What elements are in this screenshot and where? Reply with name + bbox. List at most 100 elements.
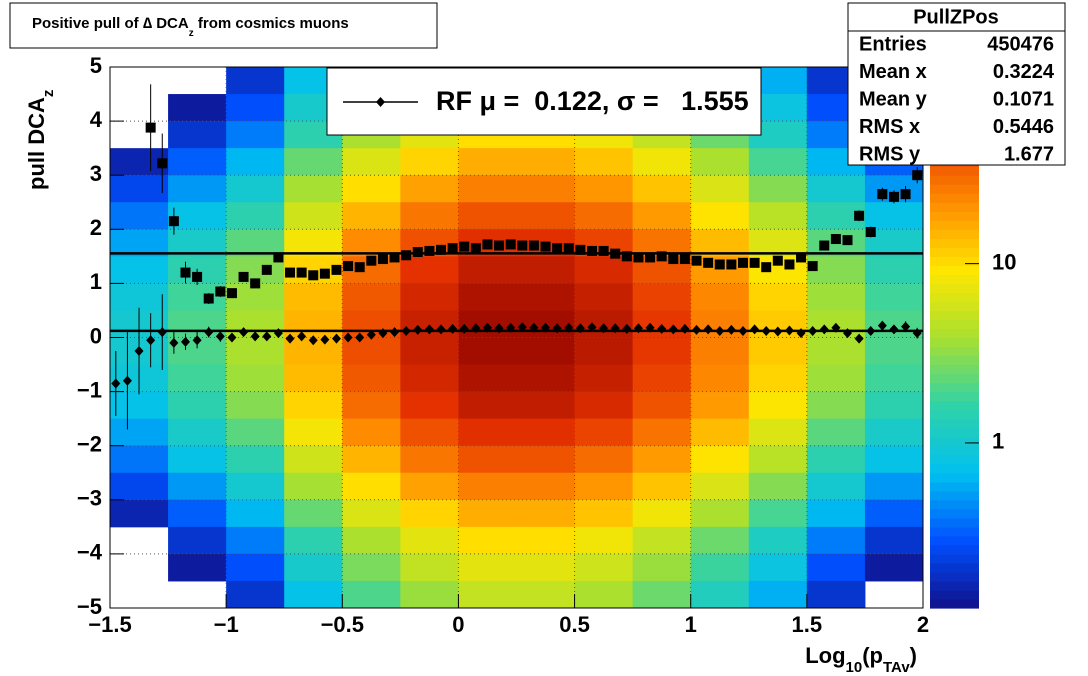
heat-cell: [226, 121, 285, 149]
heat-cell: [458, 580, 517, 609]
heat-cell: [168, 121, 227, 149]
heat-cell: [632, 391, 692, 420]
diamond-marker: [343, 332, 353, 343]
y-tick-label: 4: [90, 107, 103, 132]
heat-cell: [632, 472, 692, 501]
heat-cell: [458, 364, 517, 393]
colorbar-segment: [930, 238, 979, 248]
diamond-marker: [784, 325, 794, 336]
heat-cell: [690, 391, 750, 420]
heat-cell: [458, 499, 517, 528]
square-marker: [714, 259, 725, 270]
square-marker: [888, 191, 899, 202]
diamond-marker: [122, 375, 132, 386]
heat-cell: [632, 283, 692, 311]
heat-cell: [458, 202, 517, 230]
heat-cell: [226, 526, 285, 555]
square-marker: [726, 259, 737, 270]
diamond-marker: [843, 328, 853, 339]
x-tick-label: 2: [917, 612, 929, 637]
square-marker: [621, 251, 632, 262]
colorbar-segment: [930, 166, 979, 176]
square-marker: [203, 293, 214, 304]
heat-cell: [748, 148, 808, 176]
stats-rows: Entries 450476 Mean x 0.3224 Mean y 0.1071 RMS…: [859, 33, 1055, 165]
heat-cell: [516, 148, 576, 176]
diamond-marker: [297, 331, 307, 342]
heat-cell: [806, 526, 866, 555]
heat-cell: [574, 175, 634, 203]
square-marker: [749, 257, 760, 268]
square-marker: [668, 254, 679, 265]
heat-cell: [342, 472, 401, 501]
square-marker: [366, 255, 377, 266]
colorbar-segment: [930, 517, 979, 528]
colorbar-segment: [930, 526, 979, 537]
heat-cell: [342, 148, 401, 176]
heat-cell: [400, 499, 459, 528]
heat-cell: [574, 526, 634, 555]
z-tick-label: 1: [992, 429, 1004, 454]
heat-cell: [748, 418, 808, 447]
heat-cell: [284, 202, 343, 230]
heat-cell: [574, 364, 634, 393]
diamond-marker: [610, 323, 620, 334]
heat-cell: [806, 445, 866, 474]
heat-cell: [690, 553, 750, 582]
y-tick-label: 2: [90, 215, 102, 240]
heat-cell: [574, 337, 634, 366]
heat-cell: [516, 553, 576, 582]
heat-cell: [864, 283, 924, 311]
diamond-marker: [192, 335, 202, 346]
heat-cell: [864, 391, 924, 420]
colorbar-segment: [930, 409, 979, 420]
diamond-marker: [180, 336, 190, 347]
square-marker: [854, 210, 865, 221]
heat-cell: [400, 364, 459, 393]
diamond-marker: [866, 326, 876, 337]
legend-marker: [376, 97, 385, 107]
colorbar-segment: [930, 184, 979, 194]
heat-cell: [226, 472, 285, 501]
heat-cell: [284, 310, 343, 338]
heat-cell: [516, 472, 576, 501]
heat-cell: [864, 553, 924, 582]
square-marker: [238, 271, 249, 282]
heat-cell: [806, 283, 866, 311]
overlay: −1.5 −1 −0.5 0 0.5 1 1.5 2 −5 −4 −3 −2 −1 0 1 2 3 4 5: [77, 53, 929, 637]
stats-box: [847, 2, 1066, 166]
square-marker: [563, 243, 574, 254]
heat-cell: [574, 472, 634, 501]
diamond-marker: [308, 335, 318, 346]
diamond-marker: [541, 322, 551, 333]
heat-cell: [690, 472, 750, 501]
diamond-marker: [692, 324, 702, 335]
y-tick-label: −1: [77, 377, 102, 402]
diamond-marker: [761, 326, 771, 337]
colorbar-segment: [930, 310, 979, 321]
heat-cell: [284, 472, 343, 501]
heat-cell: [110, 256, 169, 284]
heat-cell: [516, 364, 576, 393]
heat-cell: [226, 391, 285, 420]
square-marker: [842, 235, 853, 246]
colorbar-segment: [930, 337, 979, 348]
y-tick-label: −5: [77, 594, 102, 619]
heat-cell: [284, 391, 343, 420]
diamond-marker: [901, 321, 911, 332]
colorbar-segment: [930, 283, 979, 294]
heat-cell: [516, 391, 576, 420]
plot-frame: [109, 66, 924, 609]
heat-cell: [632, 553, 692, 582]
heat-cell: [458, 256, 517, 284]
colorbar-segment: [930, 346, 979, 357]
square-marker: [796, 252, 807, 263]
colorbar-segment: [930, 274, 979, 284]
heat-cell: [748, 499, 808, 528]
heat-cell: [400, 148, 459, 176]
heat-cell: [110, 391, 169, 420]
heat-cell: [632, 499, 692, 528]
title-box: [9, 2, 438, 49]
heat-cell: [458, 472, 517, 501]
colorbar-segment: [930, 211, 979, 221]
